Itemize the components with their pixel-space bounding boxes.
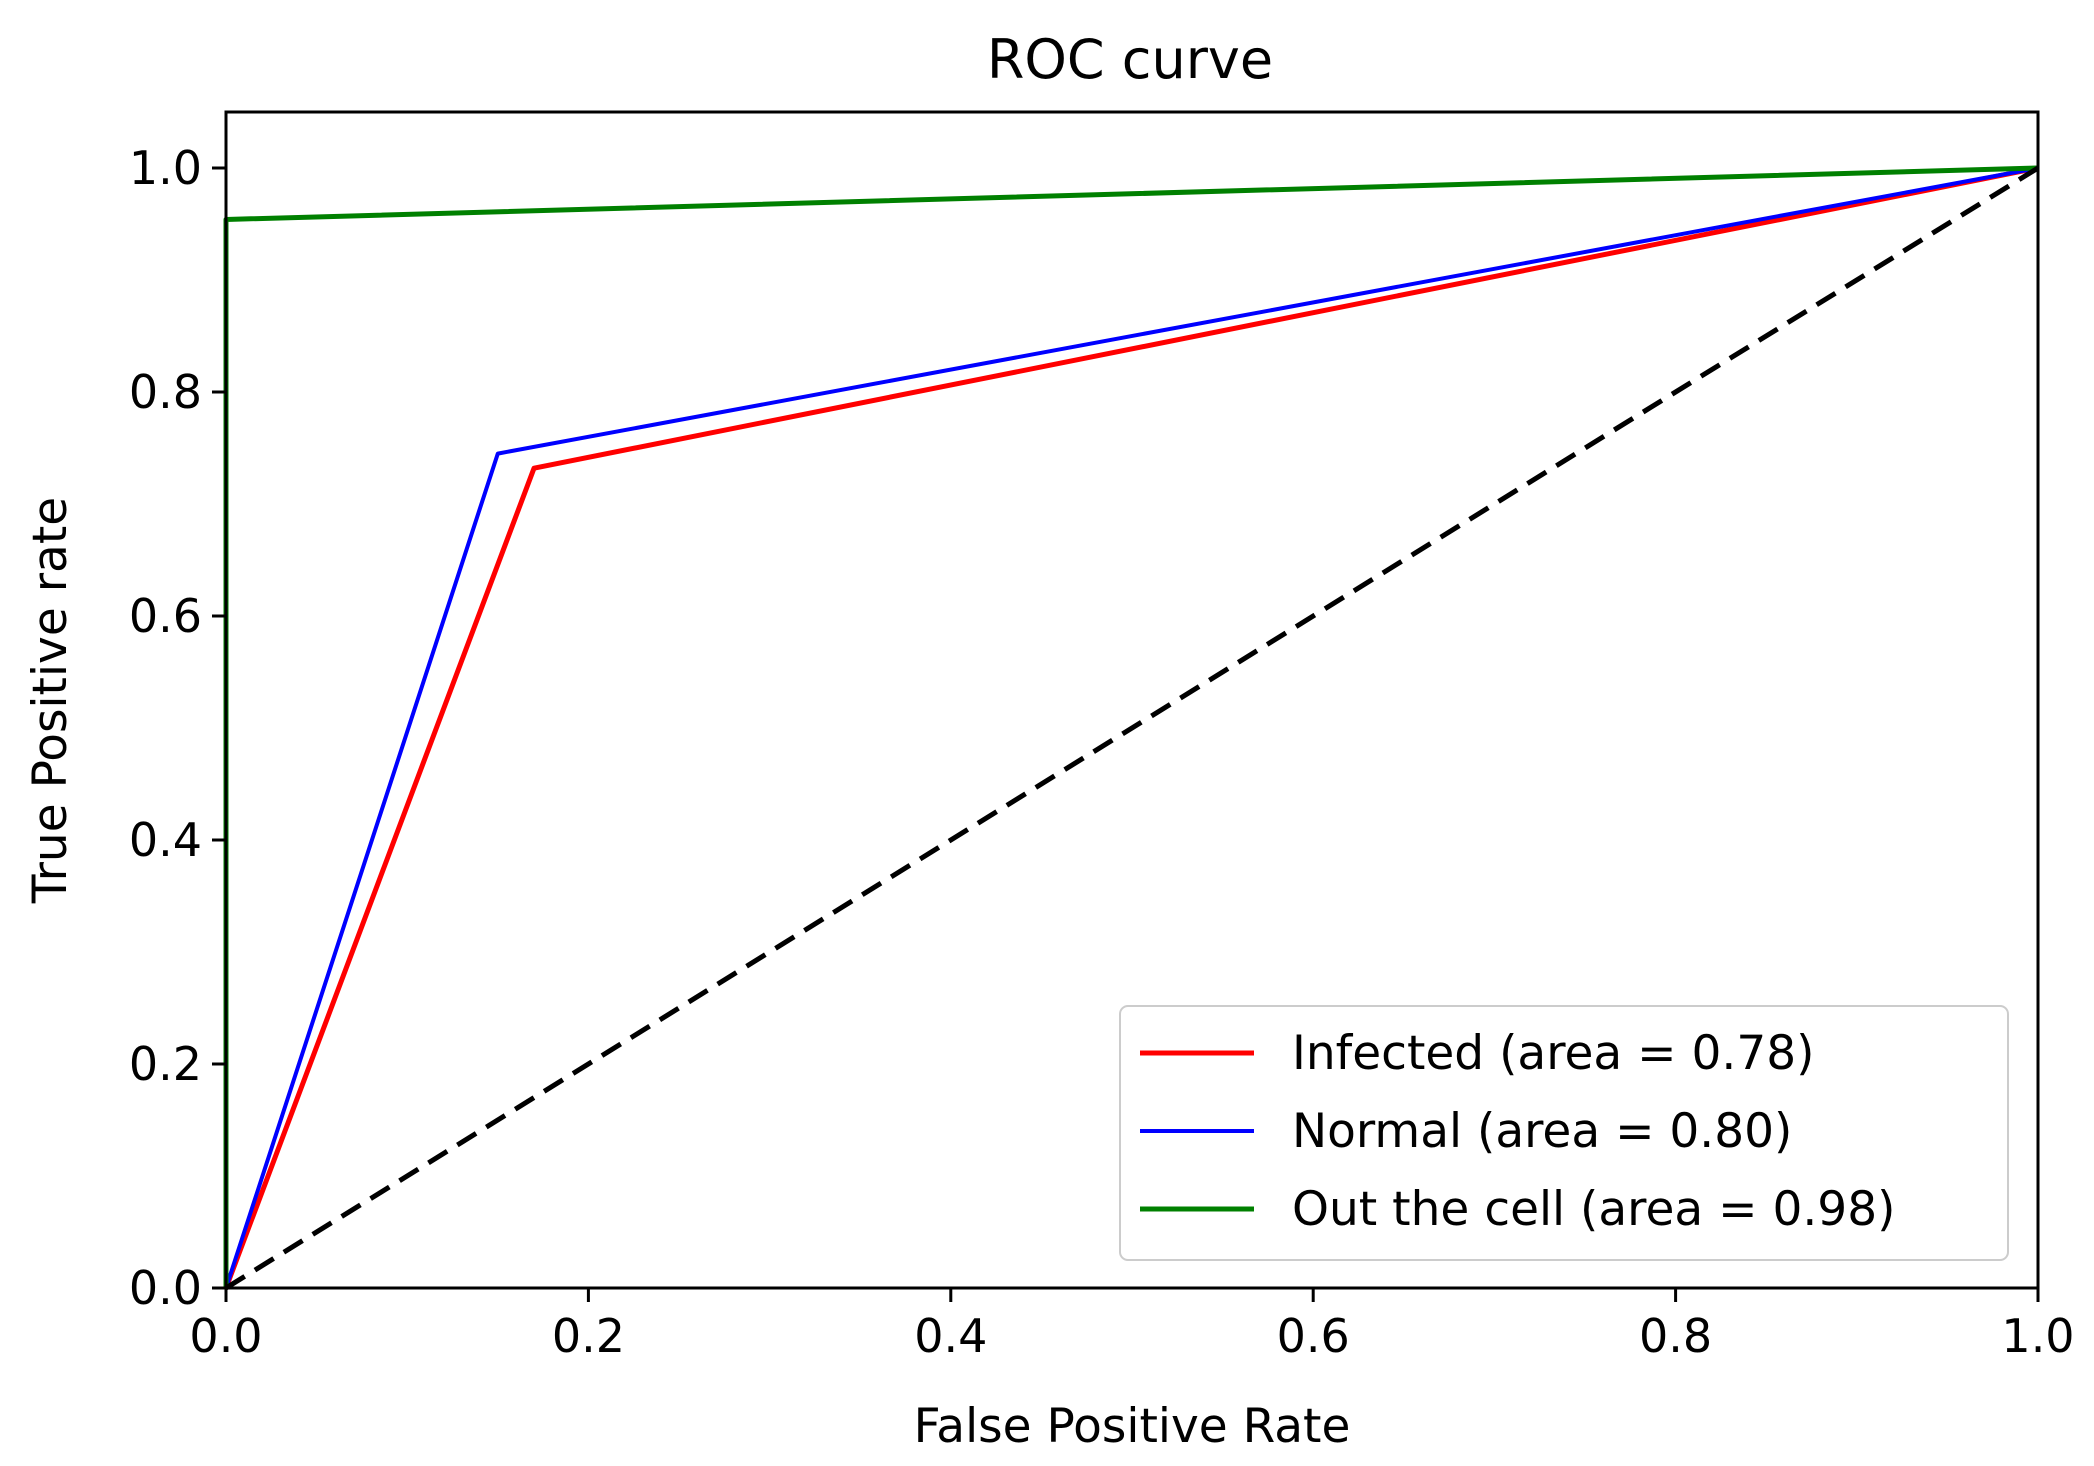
legend-box — [1119, 1005, 2009, 1261]
x-axis-label: False Positive Rate — [914, 1399, 1351, 1454]
chart-title: ROC curve — [987, 28, 1273, 91]
y-tick-label: 0.2 — [129, 1037, 202, 1091]
y-tick-label: 0.8 — [129, 365, 202, 419]
y-axis-label: True Positive rate — [23, 497, 78, 904]
series-line-2 — [224, 166, 2039, 1289]
x-tick-label: 0.2 — [552, 1309, 625, 1363]
x-tick-label: 1.0 — [2001, 1309, 2074, 1363]
x-tick-label: 0.6 — [1277, 1309, 1350, 1363]
y-tick-label: 0.6 — [129, 589, 202, 643]
legend-label-1: Infected (area = 0.78) — [1292, 1026, 1814, 1081]
y-tick-label: 1.0 — [129, 141, 202, 195]
y-tick-label: 0.4 — [129, 813, 202, 867]
y-axis-ticks: 0.0 0.2 0.4 0.6 0.8 1.0 — [129, 141, 226, 1315]
plot-frame — [224, 110, 2040, 1290]
x-tick-label: 0.8 — [1639, 1309, 1712, 1363]
x-tick-label: 0.0 — [189, 1309, 262, 1363]
legend-label-3: Out the cell (area = 0.98) — [1292, 1182, 1895, 1237]
legend-label-2: Normal (area = 0.80) — [1292, 1104, 1792, 1159]
series-line-1 — [223, 165, 2039, 1289]
y-tick-label: 0.0 — [129, 1261, 202, 1315]
reference-diagonal-line — [224, 165, 2040, 1291]
x-tick-label: 0.4 — [914, 1309, 987, 1363]
x-axis-ticks: 0.0 0.2 0.4 0.6 0.8 1.0 — [189, 1288, 2075, 1363]
legend: Infected (area = 0.78) Normal (area = 0.8… — [1119, 1005, 2009, 1261]
